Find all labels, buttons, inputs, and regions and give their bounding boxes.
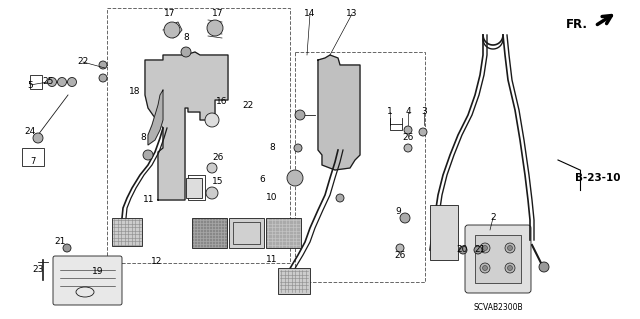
Polygon shape	[145, 52, 228, 200]
Bar	[430, 205, 458, 260]
Circle shape	[205, 113, 219, 127]
Text: 13: 13	[346, 10, 358, 19]
Text: 21: 21	[474, 246, 486, 255]
Circle shape	[207, 163, 217, 173]
Circle shape	[206, 187, 218, 199]
Circle shape	[396, 244, 404, 252]
Text: 11: 11	[266, 256, 278, 264]
Text: 22: 22	[77, 57, 88, 66]
Text: 25: 25	[42, 78, 54, 86]
FancyBboxPatch shape	[53, 256, 122, 305]
Text: 10: 10	[266, 194, 278, 203]
Bar	[233, 222, 260, 244]
Circle shape	[459, 246, 467, 254]
Bar	[295, 52, 425, 282]
Text: 4: 4	[405, 108, 411, 116]
Circle shape	[404, 126, 412, 134]
Circle shape	[404, 144, 412, 152]
Bar	[266, 218, 301, 248]
Bar	[22, 148, 44, 166]
Text: 12: 12	[151, 257, 163, 266]
Text: 6: 6	[259, 175, 265, 184]
Text: 8: 8	[183, 33, 189, 42]
Circle shape	[508, 246, 513, 250]
FancyBboxPatch shape	[465, 225, 531, 293]
Circle shape	[505, 243, 515, 253]
Circle shape	[483, 246, 488, 250]
Circle shape	[63, 244, 71, 252]
Text: SCVAB2300B: SCVAB2300B	[473, 303, 523, 313]
Circle shape	[181, 47, 191, 57]
Polygon shape	[318, 55, 360, 170]
Circle shape	[58, 78, 67, 86]
Text: 17: 17	[164, 10, 176, 19]
Text: 26: 26	[394, 250, 406, 259]
Text: B-23-10: B-23-10	[575, 173, 621, 183]
Circle shape	[539, 262, 549, 272]
Circle shape	[505, 263, 515, 273]
Circle shape	[474, 246, 482, 254]
Circle shape	[67, 78, 77, 86]
Text: 19: 19	[92, 268, 104, 277]
Circle shape	[336, 194, 344, 202]
Bar	[112, 218, 142, 246]
Text: 3: 3	[421, 108, 427, 116]
Text: 16: 16	[216, 98, 228, 107]
Text: 8: 8	[140, 133, 146, 143]
Circle shape	[483, 265, 488, 271]
Text: 9: 9	[395, 207, 401, 217]
Circle shape	[143, 150, 153, 160]
Circle shape	[33, 133, 43, 143]
Text: 2: 2	[490, 213, 496, 222]
Text: FR.: FR.	[566, 18, 588, 31]
Text: 15: 15	[212, 177, 224, 187]
Circle shape	[99, 61, 107, 69]
Bar	[229, 218, 264, 248]
Bar	[192, 218, 227, 248]
Text: 23: 23	[32, 265, 44, 275]
Text: 5: 5	[27, 80, 33, 90]
Text: 22: 22	[243, 100, 253, 109]
Text: 14: 14	[304, 10, 316, 19]
Circle shape	[294, 144, 302, 152]
Polygon shape	[148, 90, 163, 145]
Text: 26: 26	[403, 133, 413, 143]
Circle shape	[480, 263, 490, 273]
Text: 18: 18	[129, 87, 141, 97]
Text: 24: 24	[24, 128, 36, 137]
Bar	[278, 268, 310, 294]
Text: 1: 1	[387, 108, 393, 116]
Circle shape	[295, 110, 305, 120]
Circle shape	[287, 170, 303, 186]
Text: 21: 21	[54, 238, 66, 247]
Text: 17: 17	[212, 10, 224, 19]
Text: 7: 7	[30, 158, 36, 167]
Text: 11: 11	[143, 196, 155, 204]
Bar	[186, 178, 202, 198]
Circle shape	[207, 20, 223, 36]
Circle shape	[99, 74, 107, 82]
Circle shape	[164, 22, 180, 38]
Circle shape	[400, 213, 410, 223]
Text: 8: 8	[269, 144, 275, 152]
Text: 20: 20	[456, 246, 468, 255]
Circle shape	[508, 265, 513, 271]
Bar	[107, 8, 290, 263]
Circle shape	[480, 243, 490, 253]
Circle shape	[419, 128, 427, 136]
Circle shape	[47, 78, 56, 86]
Bar	[475, 235, 521, 283]
Text: 26: 26	[212, 153, 224, 162]
